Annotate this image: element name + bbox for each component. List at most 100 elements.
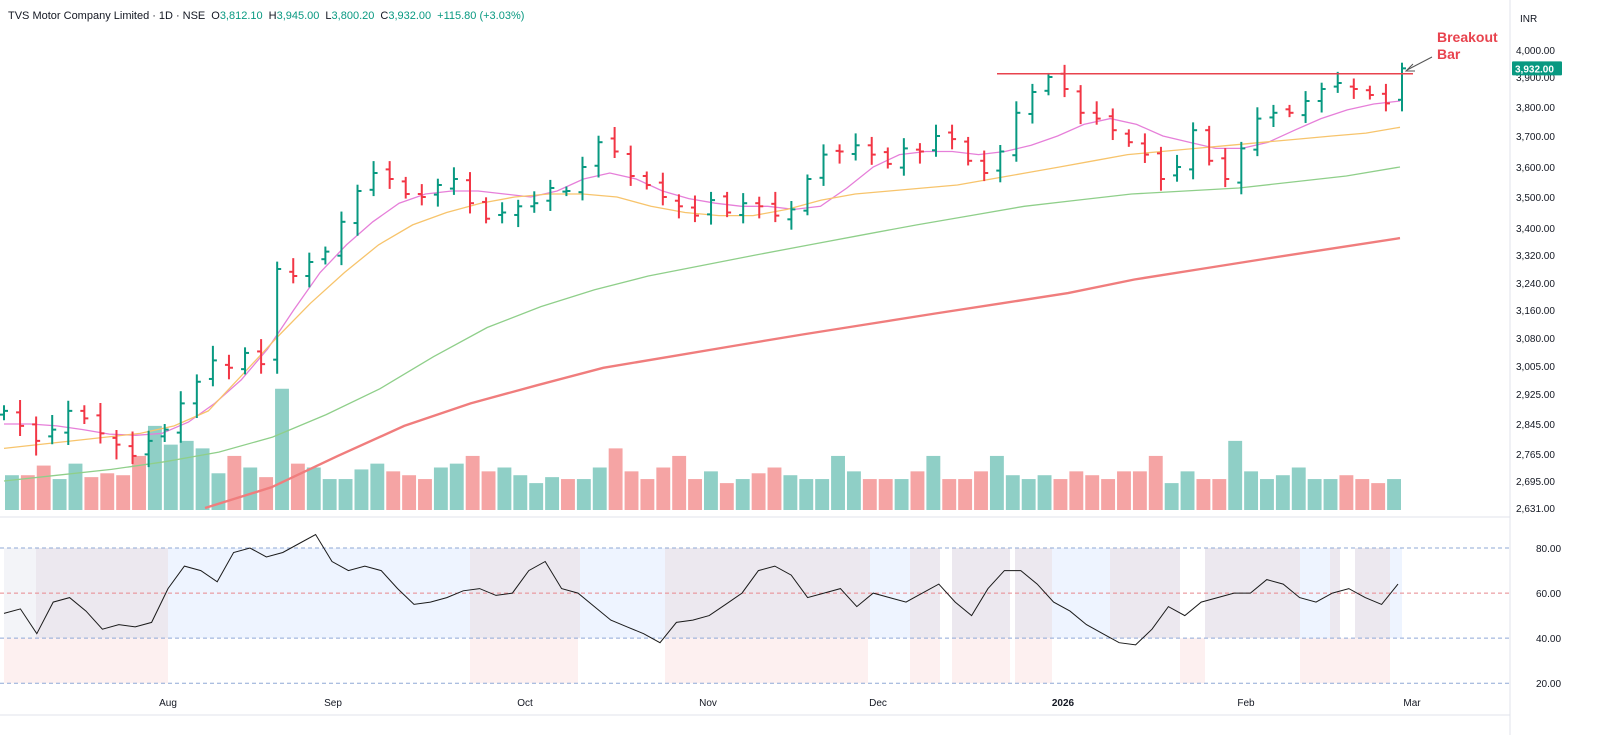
moving-average-line (3, 126, 1401, 450)
volume-bar (338, 479, 353, 510)
ohlc-bar (1253, 107, 1262, 157)
volume-bar (1164, 483, 1179, 510)
ohlc-bar (899, 138, 908, 176)
ohlc-bar (482, 197, 491, 224)
ohlc-bar (1205, 125, 1214, 166)
ohlc-bar (417, 184, 426, 206)
volume-bar (862, 479, 877, 510)
price-axis-tick: 2,765.00 (1516, 450, 1555, 461)
volume-bar (84, 477, 99, 510)
ohlc-bar (0, 405, 8, 421)
ohlc-bar (353, 184, 362, 236)
volume-bar (688, 479, 702, 510)
ohlc-bar (610, 127, 619, 159)
ohlc-bar (208, 345, 217, 387)
volume-bar (576, 479, 591, 510)
volume-bar (116, 475, 131, 510)
volume-bar (290, 463, 305, 510)
ohlc-bar (642, 171, 651, 190)
volume-bar (1117, 471, 1131, 510)
ohlc-bar (273, 261, 282, 374)
volume-bar (36, 465, 51, 510)
price-axis-tick: 3,400.00 (1516, 224, 1555, 235)
time-axis-tick: Dec (869, 698, 887, 709)
price-axis-tick: 3,800.00 (1516, 103, 1555, 114)
low-label: L (325, 10, 332, 22)
volume-bar (179, 440, 194, 510)
volume-bar (243, 467, 258, 510)
high-label: H (268, 10, 277, 22)
ohlc-bar (1269, 104, 1278, 128)
ohlc-bar (530, 191, 539, 213)
rsi-oversold-band (4, 638, 168, 684)
ohlc-bar (578, 156, 587, 201)
volume-bar (624, 471, 639, 510)
ohlc-bar (674, 194, 683, 219)
ohlc-bar (1060, 64, 1069, 98)
rsi-oversold-band (1300, 638, 1390, 684)
ohlc-bar (690, 195, 699, 223)
header-separator: · (152, 10, 156, 22)
currency-label[interactable]: INR (1520, 14, 1538, 25)
ohlc-bar (562, 186, 571, 197)
ohlc-bar (305, 252, 314, 288)
ohlc-bar (433, 178, 442, 207)
volume-bar (132, 455, 146, 510)
volume-bar (513, 475, 528, 510)
symbol-name[interactable]: TVS Motor Company Limited (8, 10, 150, 22)
ohlc-bar (160, 424, 169, 442)
close-label: C (380, 10, 389, 22)
volume-bar (799, 479, 814, 510)
ohlc-bar (932, 124, 940, 157)
rsi-oversold-band (1180, 638, 1205, 684)
ohlc-bar (128, 431, 137, 465)
volume-bar (1355, 479, 1370, 510)
ohlc-bar (401, 176, 410, 199)
volume-bar (1291, 467, 1306, 510)
ohlc-bar (80, 405, 89, 424)
volume-bar (1212, 479, 1227, 510)
volume-bar (974, 471, 988, 510)
ohlc-bar (803, 174, 812, 216)
change-value: +115.80 (+3.03%) (437, 10, 525, 22)
high-value: 3,945.00 (276, 10, 320, 22)
interval-label[interactable]: 1D (158, 10, 173, 22)
ohlc-bar (883, 147, 892, 169)
volume-bar (147, 425, 162, 510)
volume-bar (1037, 475, 1052, 510)
volume-bar (1196, 479, 1211, 510)
ohlc-bar (1189, 122, 1198, 180)
price-axis-tick: 3,080.00 (1516, 334, 1555, 345)
rsi-oversold-band (1015, 638, 1052, 684)
ohlc-bar (1237, 141, 1246, 195)
volume-bar (481, 471, 496, 510)
rsi-oversold-band (665, 638, 868, 684)
volume-bar (672, 455, 687, 510)
ohlc-bar (321, 246, 330, 265)
ohlc-bar (1124, 129, 1133, 147)
volume-bar (640, 479, 655, 510)
ohlc-bar (112, 430, 121, 460)
ohlc-bar (771, 191, 780, 223)
volume-bar (751, 473, 766, 510)
volume-bar (608, 448, 623, 510)
low-value: 3,800.20 (331, 10, 375, 22)
ohlc-bar (707, 191, 716, 225)
volume-bar (1260, 479, 1274, 510)
time-axis-tick: Mar (1403, 698, 1421, 709)
rsi-oversold-band (470, 638, 552, 684)
ohlc-bar (948, 124, 957, 150)
volume-bar (275, 388, 289, 510)
ohlc-bar (64, 400, 73, 445)
ohlc-bar (176, 391, 185, 443)
ohlc-bar (192, 374, 201, 418)
price-axis-tick: 3,240.00 (1516, 279, 1555, 290)
moving-average-line (3, 166, 1401, 482)
volume-bar (386, 471, 401, 510)
ohlc-bar (224, 354, 233, 380)
moving-average-line (4, 100, 1401, 436)
ohlc-bar (1333, 71, 1342, 93)
ohlc-bar (449, 167, 458, 195)
volume-bar (926, 455, 941, 510)
